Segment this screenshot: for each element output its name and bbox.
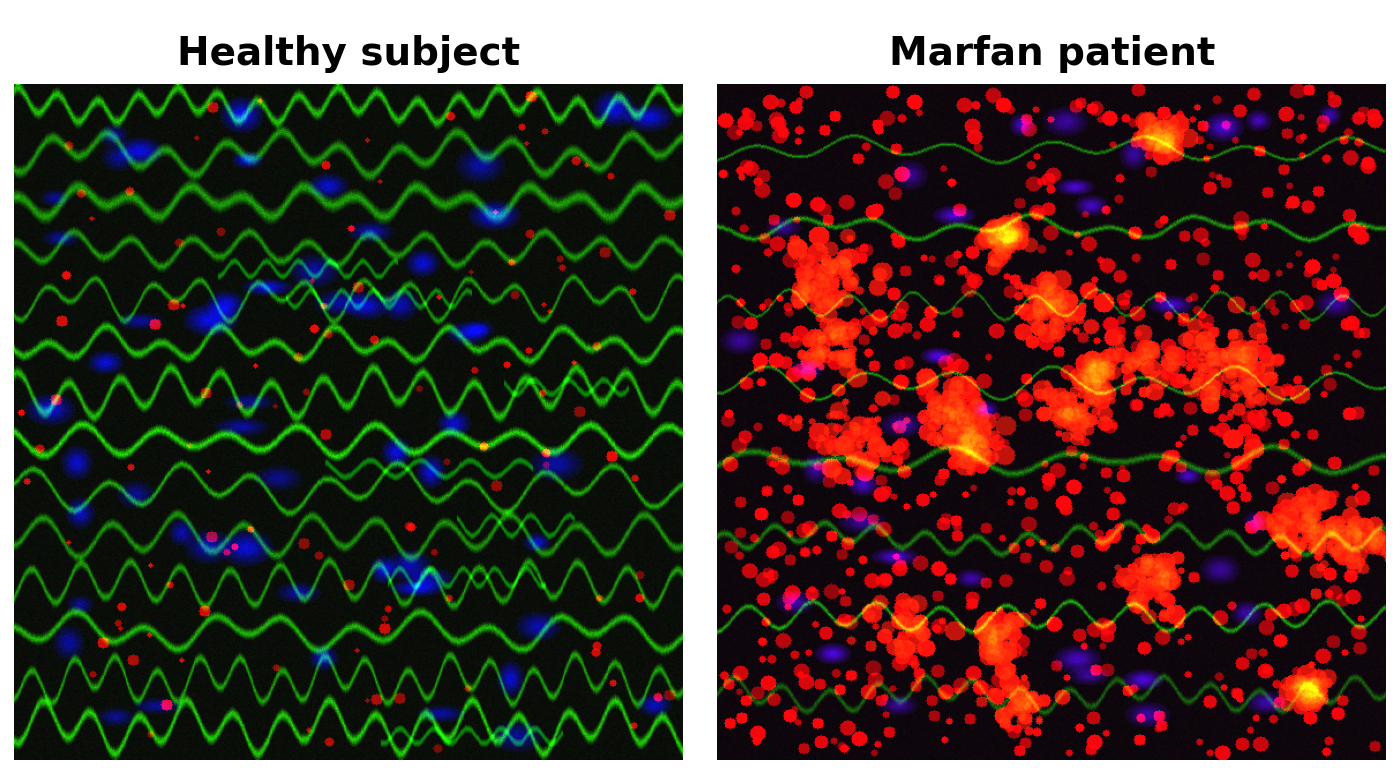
Text: Healthy subject: Healthy subject [176,35,519,73]
Text: Marfan patient: Marfan patient [889,35,1215,73]
